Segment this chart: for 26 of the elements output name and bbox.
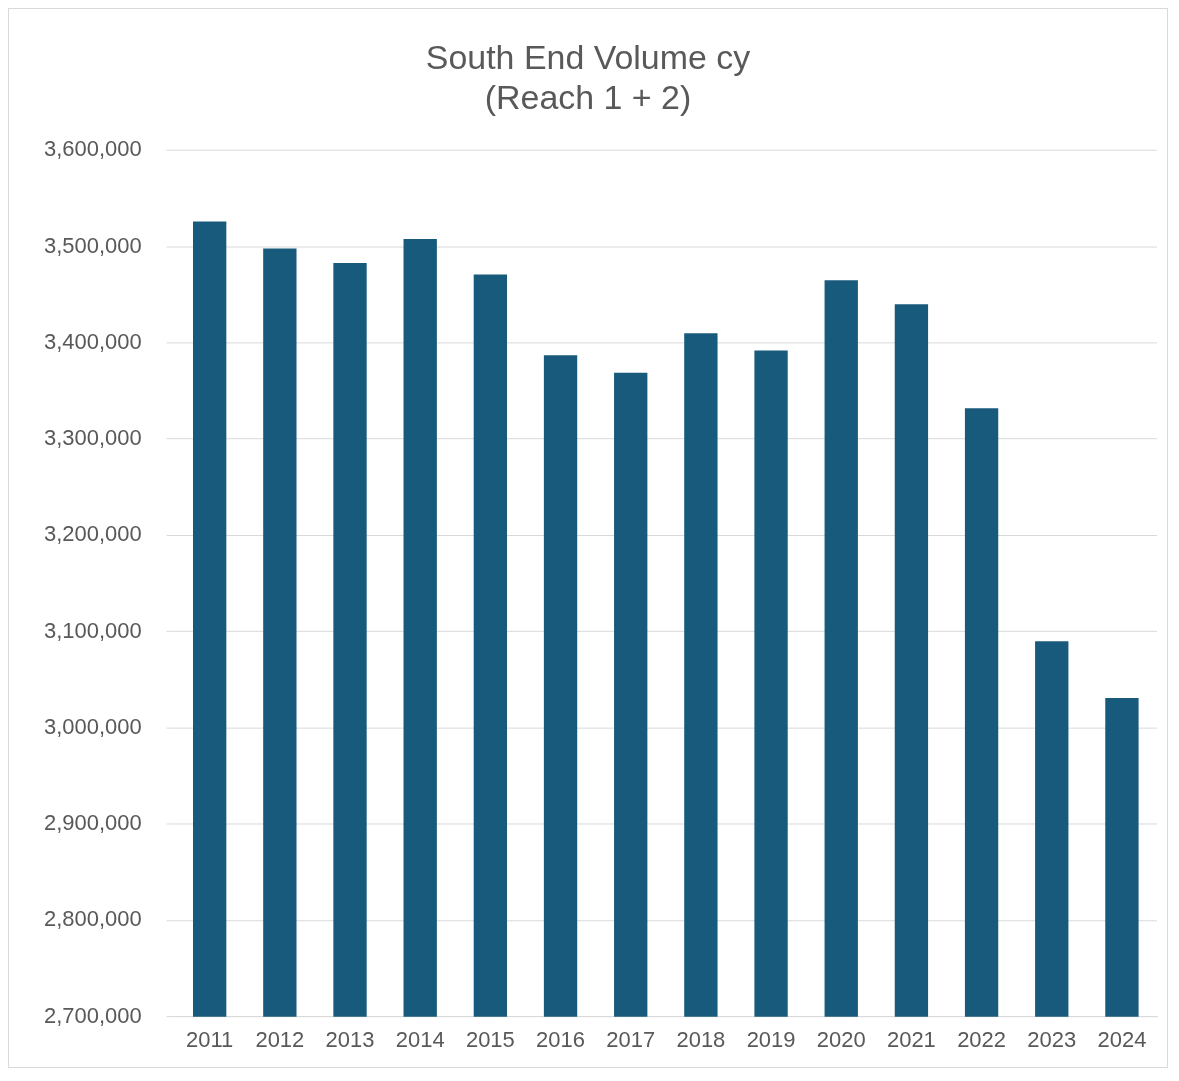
x-tick-label: 2023 <box>1027 1026 1077 1052</box>
text: South End Volume cy <box>425 37 751 76</box>
x-tick-label: 2018 <box>676 1026 726 1052</box>
y-tick-label: 3,300,000 <box>43 425 142 451</box>
y-tick-label: 3,000,000 <box>43 713 142 739</box>
y-tick-label: 3,600,000 <box>43 136 142 162</box>
x-tick-label: 2019 <box>746 1026 796 1052</box>
text: (Reach 1 + 2) <box>484 78 692 117</box>
y-tick-label: 2,800,000 <box>43 906 142 932</box>
x-tick-label: 2020 <box>816 1026 866 1052</box>
x-tick-label: 2017 <box>606 1026 656 1052</box>
x-tick-label: 2015 <box>465 1026 515 1052</box>
y-tick-label: 3,100,000 <box>43 617 142 643</box>
x-tick-label: 2012 <box>255 1026 305 1052</box>
y-tick-label: 3,200,000 <box>43 521 142 547</box>
x-tick-label: 2014 <box>395 1026 445 1052</box>
x-tick-label: 2013 <box>325 1026 375 1052</box>
x-tick-label: 2011 <box>186 1026 234 1052</box>
x-tick-label: 2021 <box>886 1026 936 1052</box>
x-tick-label: 2016 <box>536 1026 585 1052</box>
x-tick-label: 2022 <box>957 1026 1007 1052</box>
y-tick-label: 2,900,000 <box>43 810 142 836</box>
x-tick-label: 2024 <box>1097 1026 1147 1052</box>
y-tick-label: 2,700,000 <box>43 1002 142 1028</box>
y-tick-label: 3,500,000 <box>43 232 142 258</box>
y-tick-label: 3,400,000 <box>43 328 142 354</box>
